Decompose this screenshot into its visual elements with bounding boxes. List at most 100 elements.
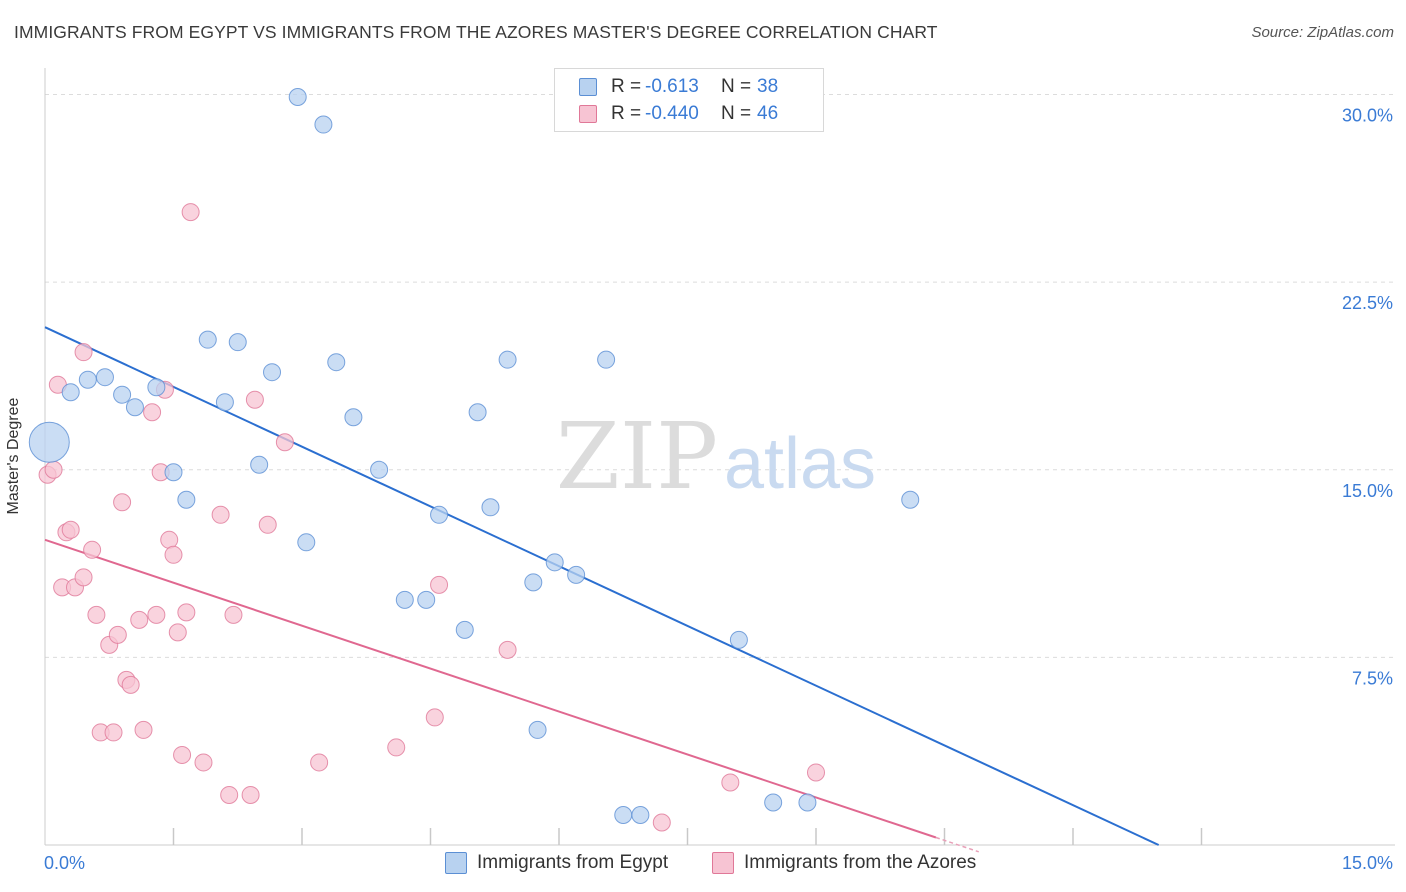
bottom-legend-label-egypt: Immigrants from Egypt xyxy=(477,852,669,873)
legend-n-value: 38 xyxy=(757,76,779,97)
data-point-egypt xyxy=(614,805,633,824)
correlation-legend: R = -0.613 N = 38 R = -0.440 N = 46 xyxy=(554,68,824,132)
grid-lines xyxy=(45,94,1395,658)
x-tick-label: 0.0% xyxy=(44,853,85,873)
data-point-egypt xyxy=(147,378,166,397)
data-point-azores xyxy=(224,605,243,624)
data-point-egypt xyxy=(455,620,474,639)
legend-row-azores: R = -0.440 N = 46 xyxy=(579,103,833,125)
data-point-egypt xyxy=(344,408,363,427)
data-point-egypt xyxy=(95,368,114,387)
data-point-egypt xyxy=(729,630,748,649)
data-point-egypt xyxy=(430,505,449,524)
legend-n-label: N = xyxy=(721,103,752,124)
data-point-azores xyxy=(652,813,671,832)
data-point-egypt xyxy=(113,385,132,404)
data-point-azores xyxy=(113,493,132,512)
data-point-egypt xyxy=(215,393,234,412)
data-point-azores xyxy=(44,460,63,479)
bottom-legend-azores: Immigrants from the Azores xyxy=(712,852,976,874)
data-point-egypt xyxy=(567,565,586,584)
data-point-egypt xyxy=(177,490,196,509)
data-point-egypt xyxy=(798,793,817,812)
data-point-egypt xyxy=(370,460,389,479)
data-point-azores xyxy=(74,343,93,362)
source-label: Source: ZipAtlas.com xyxy=(1251,24,1394,41)
data-points xyxy=(28,88,920,832)
bottom-legend-egypt: Immigrants from Egypt xyxy=(445,852,668,874)
data-point-azores xyxy=(721,773,740,792)
data-point-azores xyxy=(807,763,825,782)
tick-labels: 7.5% 15.0% 22.5% 30.0% 0.0% 15.0% xyxy=(44,106,1393,873)
data-point-azores xyxy=(181,203,200,222)
legend-r-value: -0.613 xyxy=(645,76,699,97)
data-point-egypt xyxy=(250,455,269,474)
data-point-azores xyxy=(61,520,80,539)
data-point-egypt xyxy=(61,383,80,402)
data-point-egypt xyxy=(417,590,436,609)
bottom-legend-swatch-azores xyxy=(712,852,734,874)
legend-r-label: R = xyxy=(611,76,642,97)
data-point-azores xyxy=(87,605,106,624)
data-point-egypt xyxy=(28,421,70,463)
data-point-azores xyxy=(104,723,123,742)
data-point-egypt xyxy=(498,350,517,369)
legend-swatch-azores xyxy=(579,105,597,123)
data-point-egypt xyxy=(764,793,783,812)
data-point-azores xyxy=(241,785,260,804)
data-point-egypt xyxy=(228,333,247,352)
data-point-azores xyxy=(194,753,213,772)
data-point-egypt xyxy=(528,720,547,739)
data-point-azores xyxy=(168,623,187,642)
legend-r-value: -0.440 xyxy=(645,103,699,124)
legend-row-egypt: R = -0.613 N = 38 xyxy=(579,76,833,98)
watermark-zip: ZIP xyxy=(556,403,718,510)
data-point-azores xyxy=(425,708,444,727)
watermark-atlas: atlas xyxy=(724,424,876,504)
data-point-azores xyxy=(387,738,406,757)
data-point-egypt xyxy=(901,490,920,509)
data-point-egypt xyxy=(597,350,616,369)
data-point-azores xyxy=(130,610,149,629)
legend-r-label: R = xyxy=(611,103,642,124)
data-point-egypt xyxy=(631,805,650,824)
data-point-azores xyxy=(173,745,192,764)
data-point-azores xyxy=(74,568,93,587)
y-tick-label: 30.0% xyxy=(1342,106,1393,126)
data-point-azores xyxy=(430,575,449,594)
y-tick-label: 7.5% xyxy=(1352,668,1393,688)
data-point-egypt xyxy=(327,353,346,372)
y-tick-label: 22.5% xyxy=(1342,293,1393,313)
chart-title: IMMIGRANTS FROM EGYPT VS IMMIGRANTS FROM… xyxy=(14,22,938,42)
data-point-azores xyxy=(220,785,239,804)
data-point-egypt xyxy=(395,590,414,609)
data-point-egypt xyxy=(125,398,144,417)
data-point-egypt xyxy=(198,330,217,349)
x-tick-label: 15.0% xyxy=(1342,853,1393,873)
data-point-azores xyxy=(258,515,277,534)
data-point-azores xyxy=(147,605,166,624)
bottom-legend-swatch-egypt xyxy=(445,852,467,874)
data-point-azores xyxy=(143,403,162,422)
trend-lines xyxy=(44,326,1160,853)
data-point-egypt xyxy=(545,553,564,572)
data-point-azores xyxy=(83,540,102,559)
data-point-egypt xyxy=(78,370,97,389)
data-point-egypt xyxy=(468,403,487,422)
data-point-azores xyxy=(108,625,127,644)
legend-swatch-egypt xyxy=(579,78,597,96)
data-point-azores xyxy=(177,603,196,622)
data-point-egypt xyxy=(288,88,307,107)
data-point-azores xyxy=(121,675,140,694)
trend-line-azores-extension xyxy=(935,836,980,853)
data-point-azores xyxy=(310,753,329,772)
data-point-azores xyxy=(164,545,183,564)
data-point-egypt xyxy=(263,363,282,382)
trend-line-egypt xyxy=(44,326,1160,846)
data-point-azores xyxy=(245,390,264,409)
data-point-egypt xyxy=(297,533,316,552)
data-point-azores xyxy=(211,505,230,524)
legend-n-label: N = xyxy=(721,76,752,97)
trend-line-azores xyxy=(44,538,937,839)
axes xyxy=(44,68,1395,846)
